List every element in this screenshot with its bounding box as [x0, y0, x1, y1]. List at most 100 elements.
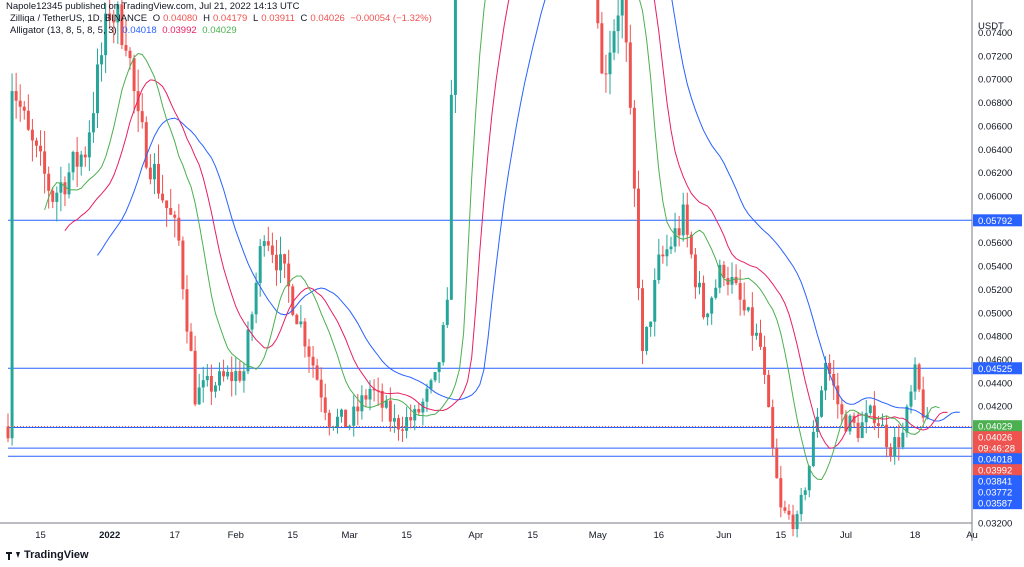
candle-body	[702, 282, 706, 318]
candle-body	[604, 73, 608, 75]
close-value: 0.04026	[310, 13, 345, 24]
candle-body	[742, 299, 746, 311]
candle-body	[661, 254, 665, 257]
teeth-value: 0.03992	[162, 25, 197, 36]
change-value: −0.00054 (−1.32%)	[350, 13, 432, 24]
candle-body	[315, 365, 319, 380]
candle-body	[181, 240, 185, 290]
candle-body	[132, 58, 136, 92]
candle-body	[295, 314, 299, 325]
candle-body	[429, 380, 433, 389]
candle-body	[254, 282, 258, 315]
candle-body	[893, 437, 897, 457]
candle-body	[669, 246, 673, 250]
candle-body	[161, 193, 165, 201]
price-badge	[973, 453, 1022, 466]
candle-body	[425, 388, 429, 402]
indicator-name[interactable]: Alligator (13, 8, 5, 8, 5, 3)	[10, 25, 117, 36]
candle-body	[368, 388, 372, 400]
candle-body	[274, 254, 278, 271]
price-badge-label: 0.03992	[978, 466, 1012, 477]
candle-body	[820, 390, 823, 417]
candle-body	[59, 182, 63, 193]
price-tick-label: 0.05600	[978, 238, 1012, 249]
candle-body	[356, 406, 360, 412]
candle-body	[917, 364, 921, 390]
candle-body	[266, 241, 270, 246]
candle-body	[311, 356, 315, 366]
candle-body	[26, 110, 30, 130]
candle-body	[791, 514, 795, 530]
candle-body	[319, 379, 323, 398]
candle-body	[226, 372, 230, 377]
open-label: O	[152, 13, 161, 24]
candle-body	[51, 190, 55, 202]
time-tick-label: 18	[910, 530, 921, 541]
candle-body	[242, 371, 246, 381]
candle-body	[230, 372, 234, 382]
candle-body	[706, 313, 710, 318]
candle-body	[83, 154, 87, 158]
candle-body	[189, 331, 193, 351]
candle-body	[620, 0, 624, 16]
candle-body	[112, 20, 116, 23]
candle-body	[807, 466, 811, 491]
candle-body	[689, 234, 693, 255]
candle-body	[840, 404, 844, 415]
price-badge-label: 0.03772	[978, 488, 1012, 499]
candle-body	[824, 363, 828, 391]
candle-body	[596, 0, 600, 24]
candle-body	[730, 276, 734, 285]
price-badges: 0.057920.045250.040290.0402609:46:280.04…	[973, 214, 1022, 510]
price-badge	[973, 486, 1022, 499]
candle-body	[905, 406, 909, 433]
price-badge-label: 0.04018	[978, 455, 1012, 466]
candle-body	[327, 412, 331, 427]
candle-body	[710, 297, 714, 314]
candle-body	[177, 217, 181, 241]
candle-body	[205, 375, 209, 381]
lips-value: 0.04029	[202, 25, 237, 36]
candle-body	[657, 254, 661, 280]
candle-body	[787, 510, 791, 515]
candle-body	[901, 432, 905, 448]
candle-body	[222, 371, 226, 377]
time-tick-label: 15	[776, 530, 787, 541]
candle-body	[636, 188, 640, 289]
candle-body	[262, 241, 266, 247]
price-badge	[973, 464, 1022, 477]
candle-body	[209, 375, 213, 392]
candle-body	[876, 423, 880, 427]
candle-body	[441, 324, 445, 363]
candle-body	[771, 407, 775, 448]
candle-body	[856, 422, 860, 438]
candle-body	[815, 416, 819, 432]
price-badge	[973, 442, 1022, 455]
candle-body	[340, 409, 344, 417]
candles	[6, 0, 929, 538]
candle-body	[270, 245, 274, 255]
footer-brand[interactable]: TradingView	[24, 549, 89, 561]
candle-body	[799, 494, 803, 515]
time-tick-label: Jul	[840, 530, 852, 541]
candle-body	[364, 395, 368, 400]
candle-body	[649, 321, 653, 327]
candle-body	[303, 321, 307, 347]
candle-body	[392, 418, 396, 422]
candle-body	[124, 45, 128, 51]
price-badge-label: 0.04525	[978, 364, 1012, 375]
candle-body	[157, 163, 160, 194]
candle-body	[897, 437, 901, 448]
candle-body	[803, 490, 807, 495]
candle-body	[238, 371, 242, 381]
candle-body	[384, 400, 388, 408]
symbol-text[interactable]: Zilliqa / TetherUS, 1D, BINANCE	[10, 13, 148, 24]
time-tick-label: Jun	[716, 530, 731, 541]
candle-body	[148, 167, 152, 180]
candle-body	[641, 288, 645, 352]
time-tick-label: 15	[527, 530, 538, 541]
candle-body	[344, 409, 348, 427]
candle-body	[185, 289, 189, 332]
price-tick-label: 0.07200	[978, 51, 1012, 62]
